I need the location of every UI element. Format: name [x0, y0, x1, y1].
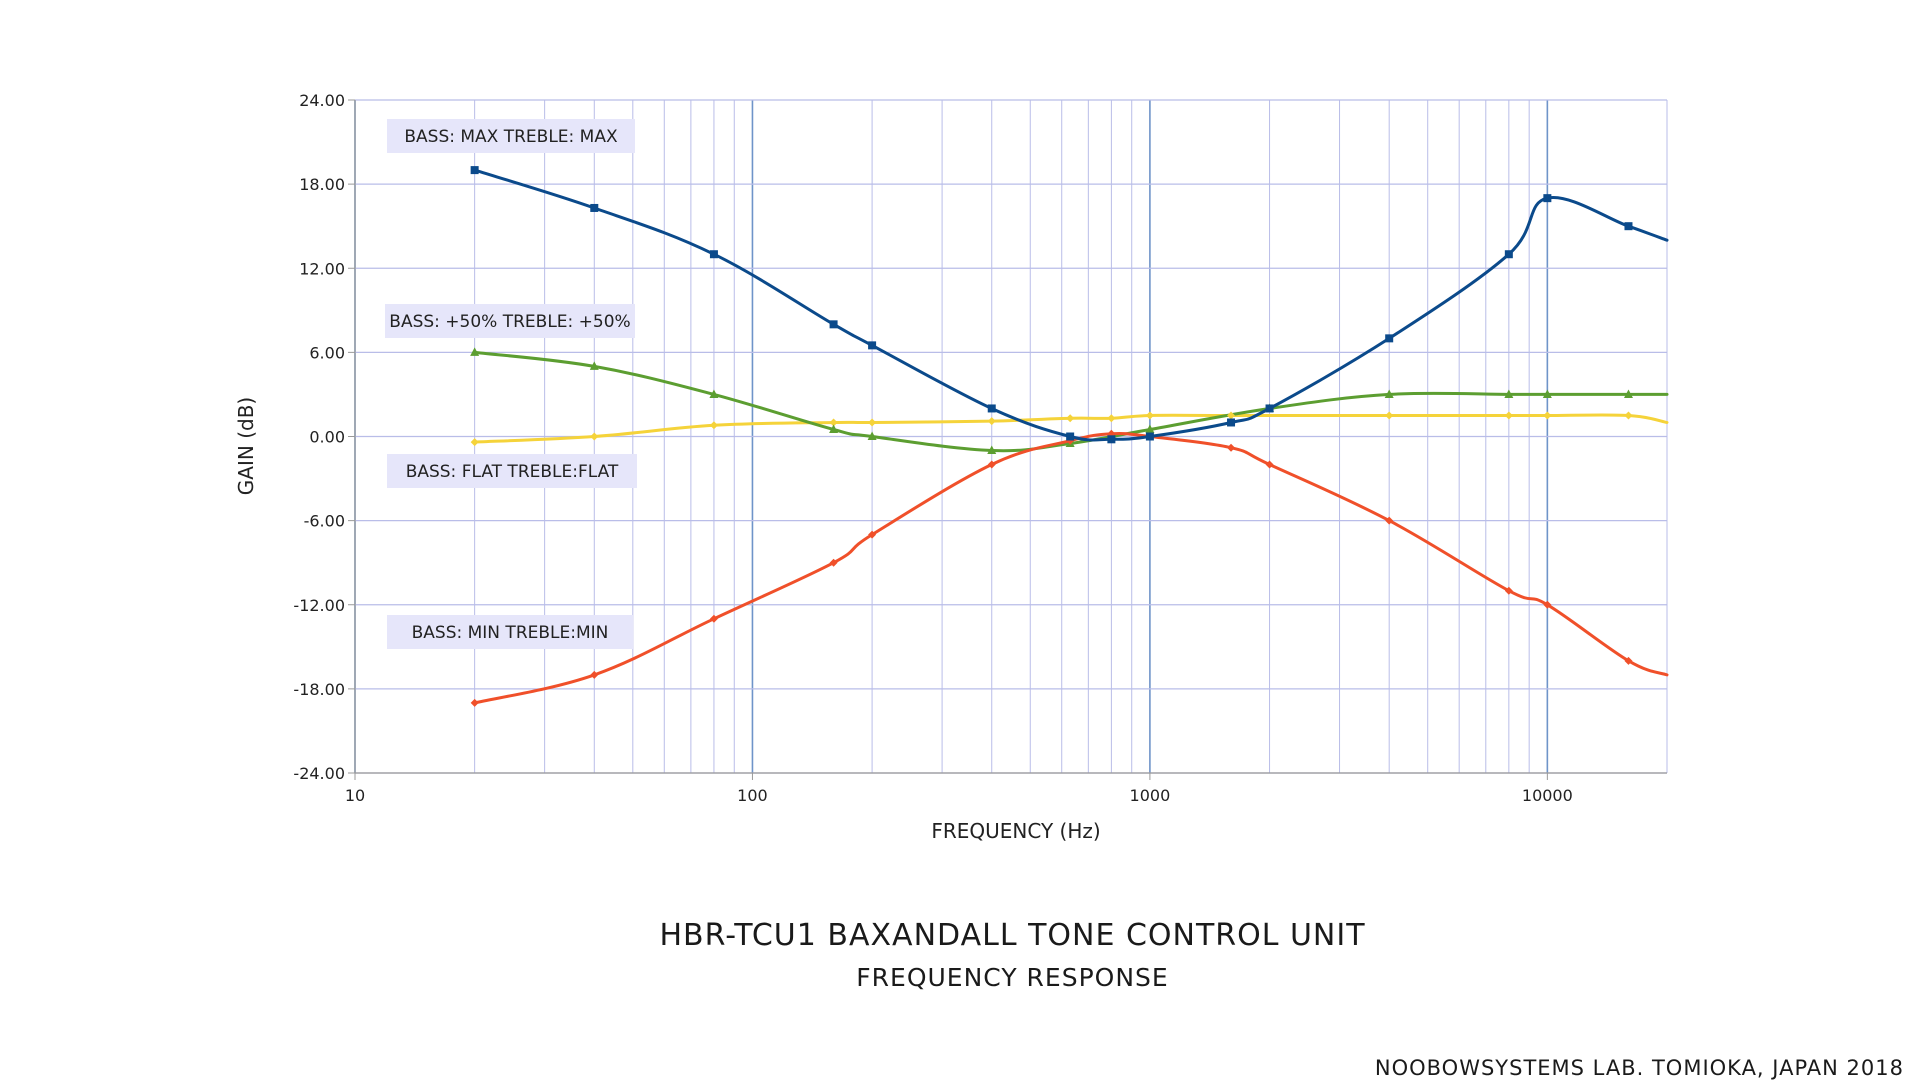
data-point: [987, 460, 996, 469]
data-point: [709, 250, 718, 259]
series-label-min-text: BASS: MIN TREBLE:MIN: [412, 623, 609, 643]
series-label-flat-text: BASS: FLAT TREBLE:FLAT: [406, 462, 619, 482]
series-label-flat: BASS: FLAT TREBLE:FLAT: [387, 454, 637, 488]
data-point: [1504, 586, 1513, 595]
data-point: [1624, 656, 1633, 665]
data-point: [1107, 435, 1116, 444]
x-axis-title: FREQUENCY (Hz): [931, 819, 1100, 843]
y-tick-label: -24.00: [293, 764, 345, 783]
data-point: [987, 445, 997, 455]
data-point: [1145, 424, 1155, 433]
y-axis-title: GAIN (dB): [234, 397, 258, 495]
data-point: [987, 417, 996, 426]
data-point: [470, 438, 479, 447]
chart-title: HBR-TCU1 BAXANDALL TONE CONTROL UNIT: [659, 918, 1366, 953]
data-point: [1145, 411, 1154, 420]
data-point: [1066, 414, 1075, 423]
y-tick-label: 6.00: [309, 343, 345, 362]
data-point: [590, 432, 599, 441]
data-point: [1624, 222, 1633, 231]
y-tick-label: 24.00: [299, 91, 345, 110]
data-point: [1504, 250, 1513, 259]
series-label-plus50-text: BASS: +50% TREBLE: +50%: [389, 312, 630, 332]
x-tick-label: 10: [345, 786, 365, 805]
series-markers: [470, 166, 1633, 707]
series-label-plus50: BASS: +50% TREBLE: +50%: [385, 304, 635, 338]
data-point: [470, 347, 480, 356]
data-point: [1265, 460, 1274, 469]
data-point: [1624, 411, 1633, 420]
data-point: [1385, 516, 1394, 525]
data-point: [1384, 389, 1394, 398]
y-tick-label: 12.00: [299, 259, 345, 278]
data-point: [987, 404, 996, 413]
axes: 24.00 18.00 12.00 6.00 0.00 -6.00 -12.00 -18.00…: [293, 91, 1667, 805]
chart-subtitle: FREQUENCY RESPONSE: [856, 963, 1169, 992]
data-point: [1385, 334, 1394, 343]
data-point: [1107, 414, 1116, 423]
data-point: [590, 203, 599, 212]
data-point: [829, 418, 838, 427]
data-point: [829, 558, 838, 567]
data-point: [868, 341, 877, 350]
data-point: [867, 431, 877, 440]
data-point: [1543, 411, 1552, 420]
y-tick-label: 0.00: [309, 428, 345, 447]
data-point: [1623, 389, 1633, 398]
data-point: [709, 614, 718, 623]
y-tick-label: -12.00: [293, 596, 345, 615]
y-tick-label: -6.00: [304, 512, 345, 531]
data-point: [470, 698, 479, 707]
data-point: [1066, 432, 1075, 441]
data-point: [709, 389, 719, 398]
data-point: [1227, 418, 1236, 427]
data-point: [1227, 411, 1236, 420]
series-bass-max-treble-max-line: [473, 168, 1669, 442]
y-tick-label: 18.00: [299, 175, 345, 194]
x-tick-label: 100: [737, 786, 768, 805]
series-label-max: BASS: MAX TREBLE: MAX: [387, 119, 635, 153]
data-point: [1145, 432, 1154, 441]
x-tick-label: 1000: [1130, 786, 1171, 805]
data-point: [829, 424, 839, 433]
credit-footer: NOOBOWSYSTEMS LAB. TOMIOKA, JAPAN 2018: [1374, 1056, 1904, 1080]
y-tick-label: -18.00: [293, 680, 345, 699]
series-label-min: BASS: MIN TREBLE:MIN: [387, 615, 633, 649]
data-point: [1504, 411, 1513, 420]
x-tick-label: 10000: [1522, 786, 1573, 805]
data-point: [590, 670, 599, 679]
series-bass-min-treble-min-line: [473, 431, 1669, 705]
data-point: [709, 421, 718, 430]
data-point: [1227, 443, 1236, 452]
data-point: [470, 166, 479, 175]
data-point: [1265, 404, 1274, 413]
data-point: [1504, 389, 1514, 398]
data-point: [589, 361, 599, 370]
series-label-max-text: BASS: MAX TREBLE: MAX: [404, 127, 618, 147]
data-point: [1543, 600, 1552, 609]
data-point: [868, 530, 877, 539]
data-point: [829, 320, 838, 329]
data-point: [1542, 389, 1552, 398]
data-point: [1385, 411, 1394, 420]
data-point: [1543, 194, 1552, 203]
grid: [354, 99, 1668, 774]
data-point: [868, 418, 877, 427]
